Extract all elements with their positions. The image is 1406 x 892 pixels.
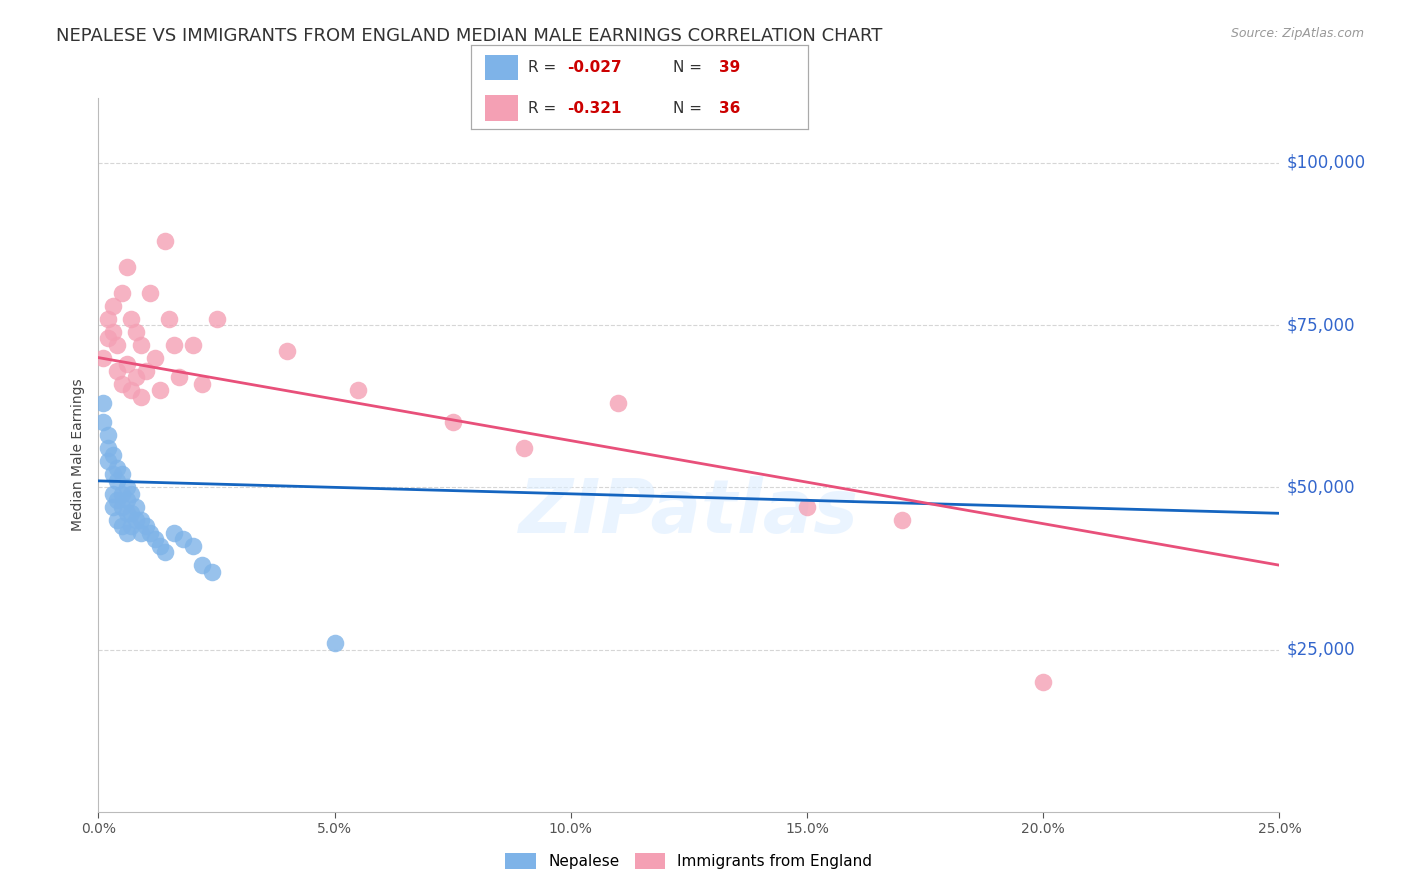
Point xyxy=(125,370,148,384)
Point xyxy=(512,442,534,456)
Point xyxy=(115,357,138,371)
Text: $50,000: $50,000 xyxy=(1286,478,1355,496)
Point xyxy=(91,351,114,365)
Point xyxy=(129,390,152,404)
Point xyxy=(181,539,204,553)
Point xyxy=(101,500,124,514)
Point xyxy=(191,376,214,391)
Point xyxy=(101,467,124,482)
Text: N =: N = xyxy=(673,101,707,116)
Point xyxy=(1032,675,1054,690)
Point xyxy=(181,337,204,351)
Point xyxy=(111,487,134,501)
Point xyxy=(115,260,138,274)
Point xyxy=(323,636,346,650)
Point xyxy=(91,396,114,410)
Text: R =: R = xyxy=(529,101,561,116)
Point xyxy=(441,416,464,430)
Point xyxy=(129,525,152,540)
Point xyxy=(105,493,128,508)
Point xyxy=(149,383,172,397)
Point xyxy=(125,513,148,527)
Point xyxy=(149,539,172,553)
Point xyxy=(97,442,120,456)
Text: NEPALESE VS IMMIGRANTS FROM ENGLAND MEDIAN MALE EARNINGS CORRELATION CHART: NEPALESE VS IMMIGRANTS FROM ENGLAND MEDI… xyxy=(56,27,883,45)
Text: -0.027: -0.027 xyxy=(567,60,621,75)
Point xyxy=(111,376,134,391)
Point xyxy=(139,525,162,540)
Text: R =: R = xyxy=(529,60,561,75)
Point xyxy=(121,311,143,326)
Point xyxy=(105,461,128,475)
Point xyxy=(105,363,128,377)
Text: 39: 39 xyxy=(718,60,741,75)
Point xyxy=(121,383,143,397)
Point xyxy=(125,325,148,339)
Point xyxy=(607,396,630,410)
Point xyxy=(97,311,120,326)
Point xyxy=(111,285,134,300)
Point xyxy=(163,525,186,540)
Point xyxy=(105,513,128,527)
Point xyxy=(115,506,138,520)
Point xyxy=(191,558,214,573)
Point xyxy=(157,311,180,326)
Point xyxy=(97,331,120,345)
Point xyxy=(139,285,162,300)
Text: N =: N = xyxy=(673,60,707,75)
Point xyxy=(111,500,134,514)
Point xyxy=(167,370,190,384)
Point xyxy=(153,545,176,559)
Point xyxy=(111,519,134,533)
Point xyxy=(115,480,138,494)
Point xyxy=(97,454,120,468)
Point xyxy=(101,325,124,339)
Point xyxy=(129,337,152,351)
Point xyxy=(163,337,186,351)
Point xyxy=(101,448,124,462)
Point xyxy=(205,311,228,326)
Text: -0.321: -0.321 xyxy=(567,101,621,116)
Point xyxy=(101,487,124,501)
Point xyxy=(97,428,120,442)
Point xyxy=(101,299,124,313)
Text: $100,000: $100,000 xyxy=(1286,154,1365,172)
Y-axis label: Median Male Earnings: Median Male Earnings xyxy=(72,378,86,532)
Point xyxy=(129,513,152,527)
Point xyxy=(796,500,818,514)
Point xyxy=(135,363,157,377)
Point xyxy=(347,383,370,397)
Point xyxy=(172,533,194,547)
Point xyxy=(105,474,128,488)
Point xyxy=(143,533,166,547)
Text: 36: 36 xyxy=(718,101,741,116)
Point xyxy=(125,500,148,514)
Point xyxy=(121,506,143,520)
Point xyxy=(143,351,166,365)
Point xyxy=(890,513,912,527)
Point xyxy=(115,493,138,508)
Legend: Nepalese, Immigrants from England: Nepalese, Immigrants from England xyxy=(499,847,879,875)
Point xyxy=(201,565,224,579)
Point xyxy=(105,337,128,351)
Point xyxy=(91,416,114,430)
Point xyxy=(276,344,298,359)
Point xyxy=(111,467,134,482)
Point xyxy=(121,519,143,533)
Point xyxy=(153,234,176,248)
Point xyxy=(121,487,143,501)
Text: Source: ZipAtlas.com: Source: ZipAtlas.com xyxy=(1230,27,1364,40)
Text: $25,000: $25,000 xyxy=(1286,640,1355,658)
Point xyxy=(135,519,157,533)
Text: ZIPatlas: ZIPatlas xyxy=(519,475,859,549)
FancyBboxPatch shape xyxy=(485,54,519,80)
Point xyxy=(115,525,138,540)
Text: $75,000: $75,000 xyxy=(1286,316,1355,334)
FancyBboxPatch shape xyxy=(485,95,519,120)
